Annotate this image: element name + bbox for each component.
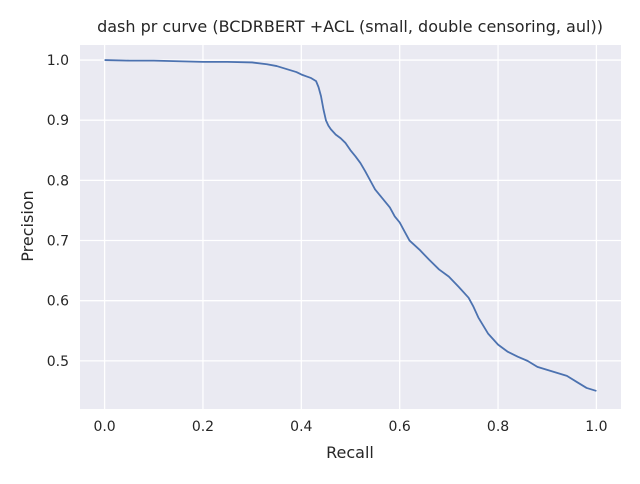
- chart-title: dash pr curve (BCDRBERT +ACL (small, dou…: [97, 17, 603, 36]
- plot-area: [80, 45, 621, 409]
- x-axis-ticks: 0.0 0.2 0.4 0.6 0.8 1.0: [93, 419, 607, 435]
- y-axis-label: Precision: [18, 190, 37, 261]
- x-tick-label: 0.0: [93, 419, 115, 435]
- y-tick-label: 1.0: [47, 53, 69, 69]
- series-layer: [104, 59, 597, 392]
- x-tick-label: 0.6: [389, 419, 411, 435]
- y-tick-label: 0.6: [47, 294, 69, 310]
- y-tick-label: 0.9: [47, 113, 69, 129]
- grid: [80, 45, 621, 409]
- y-tick-label: 0.8: [47, 173, 69, 189]
- y-axis-ticks: 0.5 0.6 0.7 0.8 0.9 1.0: [47, 53, 69, 370]
- y-tick-label: 0.7: [47, 234, 69, 250]
- x-tick-label: 1.0: [585, 419, 607, 435]
- y-tick-label: 0.5: [47, 354, 69, 370]
- x-tick-label: 0.8: [487, 419, 509, 435]
- x-tick-label: 0.2: [192, 419, 214, 435]
- x-axis-label: Recall: [326, 443, 374, 462]
- x-tick-label: 0.4: [290, 419, 312, 435]
- pr-curve-line: [104, 59, 597, 392]
